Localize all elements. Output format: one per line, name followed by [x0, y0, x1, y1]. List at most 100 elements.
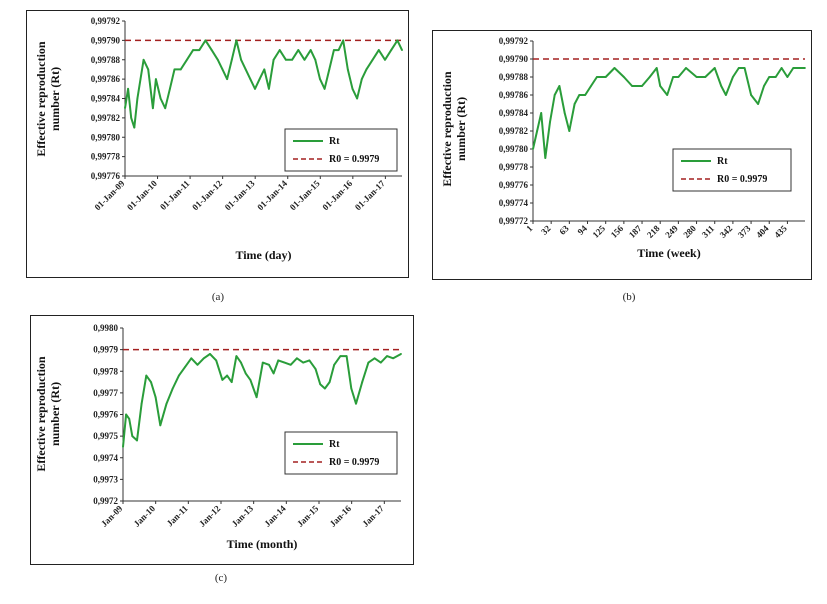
rt-data-point-a	[235, 39, 238, 42]
rt-data-point-c	[171, 387, 174, 390]
rt-data-point-b	[720, 85, 723, 87]
x-tick-label-a: 01-Jan-09	[92, 178, 126, 212]
rt-data-point-a	[268, 87, 270, 90]
x-tick-label-a: 01-Jan-10	[125, 178, 159, 212]
rt-data-point-b	[584, 94, 587, 96]
caption-b: (b)	[622, 291, 636, 303]
rt-data-point-a	[360, 78, 363, 81]
rt-data-point-a	[124, 107, 126, 110]
rt-data-point-a	[198, 49, 201, 51]
rt-data-point-b	[659, 85, 662, 87]
legend-r0-label-c: R0 = 0.9979	[329, 457, 379, 468]
rt-data-point-c	[136, 439, 138, 442]
rt-data-point-a	[204, 39, 207, 42]
rt-data-point-a	[384, 58, 386, 61]
legend-rt-label-c: Rt	[329, 439, 340, 450]
rt-data-point-a	[377, 49, 380, 51]
rt-data-point-b	[631, 85, 633, 87]
y-axis-title-line1-a: Effective reproduction	[34, 41, 48, 157]
legend-rt-label-a: Rt	[329, 136, 340, 147]
rt-data-point-c	[392, 357, 395, 360]
rt-data-point-c	[145, 374, 148, 377]
y-tick-label-b: 0,99772	[499, 216, 529, 226]
rt-data-point-c	[323, 387, 326, 390]
rt-data-point-b	[677, 76, 680, 78]
rt-data-point-c	[289, 363, 292, 366]
rt-data-point-b	[768, 76, 771, 78]
rt-data-point-c	[296, 357, 298, 360]
caption-c: (c)	[214, 572, 228, 584]
rt-data-point-a	[226, 78, 229, 81]
x-tick-label-c: Jan-10	[132, 503, 158, 529]
y-axis-title-line2-a: number (Rt)	[48, 67, 62, 131]
legend-rt-label-b: Rt	[717, 156, 728, 167]
x-tick-label-b: 280	[681, 223, 698, 240]
rt-data-point-a	[155, 78, 157, 81]
rt-data-point-a	[285, 58, 287, 61]
y-axis-title-line2-c: number (Rt)	[48, 382, 62, 446]
rt-data-point-a	[168, 87, 171, 90]
rt-data-point-a	[291, 58, 294, 61]
rt-data-point-c	[184, 366, 187, 368]
rt-data-point-c	[131, 435, 134, 438]
rt-data-point-c	[230, 381, 233, 383]
rt-data-point-a	[173, 68, 176, 71]
y-tick-label-b: 0,99776	[499, 180, 529, 190]
rt-data-point-b	[590, 85, 592, 87]
rt-data-point-b	[672, 76, 675, 78]
x-tick-label-b: 435	[772, 223, 789, 240]
x-tick-label-a: 01-Jan-16	[320, 178, 354, 212]
rt-data-point-a	[185, 58, 188, 61]
x-tick-label-c: Jan-16	[328, 503, 354, 529]
rt-data-point-a	[309, 49, 312, 51]
x-tick-label-b: 94	[575, 223, 589, 237]
y-tick-label-b: 0,99774	[499, 198, 529, 208]
rt-data-point-a	[323, 87, 326, 90]
rt-data-point-c	[226, 374, 228, 377]
rt-data-point-c	[339, 355, 342, 358]
rt-data-point-b	[798, 67, 801, 69]
y-tick-label-b: 0,99778	[499, 162, 529, 172]
y-tick-label-b: 0,99786	[499, 90, 529, 100]
rt-data-point-a	[230, 58, 233, 61]
caption-a: (a)	[211, 291, 225, 303]
rt-data-point-c	[178, 374, 180, 377]
rt-data-point-a	[164, 107, 167, 110]
rt-data-point-c	[215, 359, 218, 362]
chart-panel-b: 0,99772 0,99774 0,99776 0,99778 0,99780 0,997…	[432, 30, 812, 280]
rt-data-point-c	[140, 402, 143, 405]
rt-data-point-a	[192, 49, 194, 51]
rt-data-point-b	[757, 103, 760, 105]
y-tick-label-a: 0,99790	[91, 35, 121, 45]
rt-data-point-b	[666, 94, 669, 96]
rt-data-point-a	[249, 78, 252, 81]
rt-data-point-b	[549, 121, 551, 123]
y-tick-label-c: 0,9976	[93, 410, 118, 420]
rt-series-line-c	[122, 353, 402, 447]
rt-data-point-c	[319, 383, 322, 386]
rt-data-point-a	[127, 87, 129, 90]
x-tick-label-b: 342	[718, 223, 735, 240]
y-tick-label-c: 0,9972	[93, 496, 118, 506]
rt-data-point-c	[350, 387, 353, 390]
rt-data-point-b	[743, 67, 746, 69]
rt-data-point-c	[283, 361, 286, 364]
rt-data-point-b	[568, 130, 571, 132]
legend-box-a	[284, 128, 398, 172]
x-tick-label-b: 373	[736, 223, 753, 240]
rt-data-point-a	[351, 87, 354, 90]
rt-data-point-a	[179, 68, 182, 71]
rt-data-point-c	[386, 355, 388, 358]
rt-data-point-b	[737, 67, 740, 69]
y-tick-label-a: 0,99780	[91, 132, 121, 142]
rt-data-point-c	[244, 372, 247, 375]
rt-data-point-c	[240, 361, 242, 364]
rt-data-point-c	[128, 417, 131, 420]
rt-data-point-a	[365, 68, 368, 71]
rt-data-point-c	[355, 402, 357, 405]
rt-data-point-b	[532, 148, 534, 150]
rt-data-point-b	[731, 76, 734, 78]
x-tick-label-b: 63	[557, 223, 571, 237]
rt-data-point-c	[333, 363, 336, 366]
y-tick-label-c: 0,9974	[93, 453, 118, 463]
